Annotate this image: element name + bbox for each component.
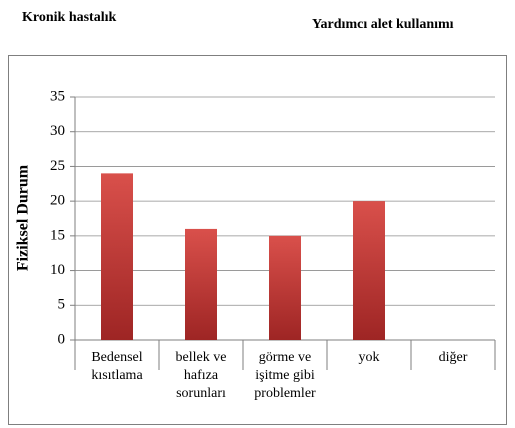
y-tick-label: 10 bbox=[50, 262, 65, 278]
y-tick-label: 15 bbox=[50, 227, 65, 243]
y-tick-label: 0 bbox=[58, 331, 66, 347]
bar bbox=[269, 235, 301, 340]
x-tick-label: görme ve işitme gibi problemler bbox=[254, 350, 316, 401]
y-tick-label: 30 bbox=[50, 123, 65, 139]
chart-frame bbox=[8, 55, 507, 425]
header-right: Yardımcı alet kullanımı bbox=[312, 17, 454, 32]
y-tick-label: 25 bbox=[50, 158, 65, 174]
x-tick-label: Bedensel kısıtlama bbox=[91, 350, 143, 383]
x-tick-label: yok bbox=[359, 350, 380, 365]
y-tick-label: 35 bbox=[50, 88, 65, 104]
x-tick-label: diğer bbox=[439, 350, 468, 365]
x-tick-label: bellek ve hafıza sorunları bbox=[176, 350, 227, 401]
y-tick-label: 5 bbox=[58, 297, 66, 313]
y-tick-label: 20 bbox=[50, 193, 65, 209]
y-axis-label: Fiziksel Durum bbox=[15, 164, 32, 271]
header-left: Kronik hastalık bbox=[22, 10, 116, 25]
bar bbox=[185, 228, 217, 340]
bar bbox=[353, 201, 385, 340]
bar bbox=[101, 173, 133, 340]
